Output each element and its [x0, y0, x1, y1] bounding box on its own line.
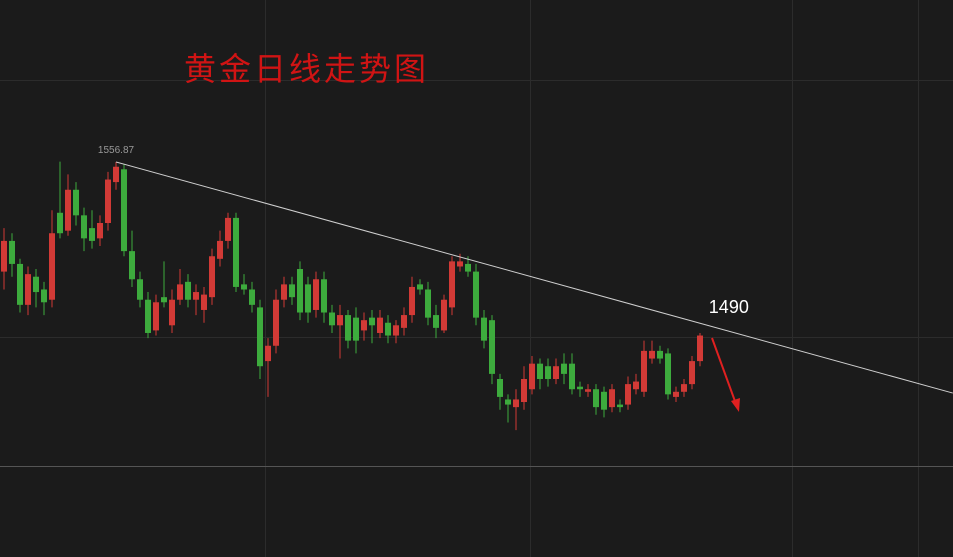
candle-body	[249, 289, 255, 305]
candle-body	[305, 284, 311, 313]
candle-body	[641, 350, 647, 392]
candle-body	[209, 256, 215, 298]
candle-body	[505, 399, 511, 405]
candle-body	[689, 361, 695, 385]
candle-body	[449, 261, 455, 308]
candle-body	[425, 289, 431, 318]
candle-body	[65, 189, 71, 231]
candle-body	[473, 271, 479, 318]
arrow	[711, 337, 740, 412]
candle-body	[529, 363, 535, 390]
chart-title: 黄金日线走势图	[184, 51, 429, 87]
candle-body	[553, 366, 559, 380]
candle-body	[81, 215, 87, 239]
candle-body	[73, 189, 79, 216]
candle-body	[337, 315, 343, 326]
candle-body	[577, 386, 583, 390]
candle-body	[9, 240, 15, 264]
candle-body	[137, 279, 143, 300]
candle-body	[521, 379, 527, 403]
candle-body	[41, 289, 47, 303]
candle-body	[97, 223, 103, 239]
candle-body	[657, 350, 663, 359]
candle-body	[89, 228, 95, 241]
candle-body	[321, 279, 327, 313]
candle-body	[673, 391, 679, 397]
candle-body	[561, 363, 567, 374]
candle-body	[25, 274, 31, 305]
candle-body	[121, 169, 127, 252]
candle-body	[417, 284, 423, 290]
candle-body	[481, 317, 487, 341]
candle-body	[497, 379, 503, 397]
candle-body	[33, 276, 39, 293]
candle-body	[377, 317, 383, 333]
candle-body	[601, 391, 607, 410]
candle-body	[633, 381, 639, 390]
candle-body	[353, 317, 359, 341]
trendline-label: 1556.87	[98, 145, 135, 156]
candle-body	[393, 325, 399, 336]
candle-body	[105, 179, 111, 224]
candle-body	[441, 299, 447, 331]
candle-body	[385, 322, 391, 336]
annotation: 1490	[709, 297, 749, 317]
candle-body	[265, 345, 271, 362]
candle-body	[49, 233, 55, 300]
candle-body	[257, 307, 263, 367]
candle-body	[649, 350, 655, 359]
candle-body	[433, 315, 439, 328]
candle-body	[113, 166, 119, 183]
candle-body	[201, 294, 207, 310]
candle-body	[457, 261, 463, 267]
candle-body	[145, 299, 151, 333]
candle-body	[281, 284, 287, 300]
candle-body	[369, 317, 375, 326]
candle-body	[177, 284, 183, 300]
candle-body	[289, 284, 295, 298]
candle-body	[513, 399, 519, 408]
arrow-head	[731, 398, 740, 412]
candle-body	[465, 263, 471, 272]
candle-body	[161, 297, 167, 303]
candle-body	[225, 217, 231, 241]
candle-body	[185, 281, 191, 300]
candle-body	[193, 292, 199, 300]
candle-body	[233, 217, 239, 287]
candle-body	[681, 384, 687, 392]
candle-body	[593, 389, 599, 408]
candle-body	[329, 312, 335, 326]
candle-body	[609, 389, 615, 408]
candle-body	[1, 240, 7, 272]
trendline	[115, 161, 953, 394]
candle-body	[169, 299, 175, 326]
candle-body	[345, 315, 351, 341]
candle-body	[361, 320, 367, 331]
arrow-shaft	[711, 337, 737, 405]
candle-body	[217, 240, 223, 259]
candle-body	[313, 279, 319, 310]
candle-body	[129, 251, 135, 280]
candle-body	[617, 404, 623, 408]
candle-body	[17, 263, 23, 305]
candle-body	[401, 315, 407, 328]
candle-body	[569, 363, 575, 390]
candle-body	[665, 353, 671, 395]
candle-body	[489, 320, 495, 374]
candle-body	[153, 302, 159, 331]
candle-body	[697, 335, 703, 362]
candle-body	[625, 384, 631, 405]
candle-body	[537, 363, 543, 380]
candle-body	[57, 212, 63, 234]
candle-body	[545, 366, 551, 380]
candle-body	[409, 286, 415, 316]
candle-body	[297, 269, 303, 313]
candle-body	[273, 299, 279, 346]
candle-body	[241, 284, 247, 290]
candle-body	[585, 389, 591, 392]
